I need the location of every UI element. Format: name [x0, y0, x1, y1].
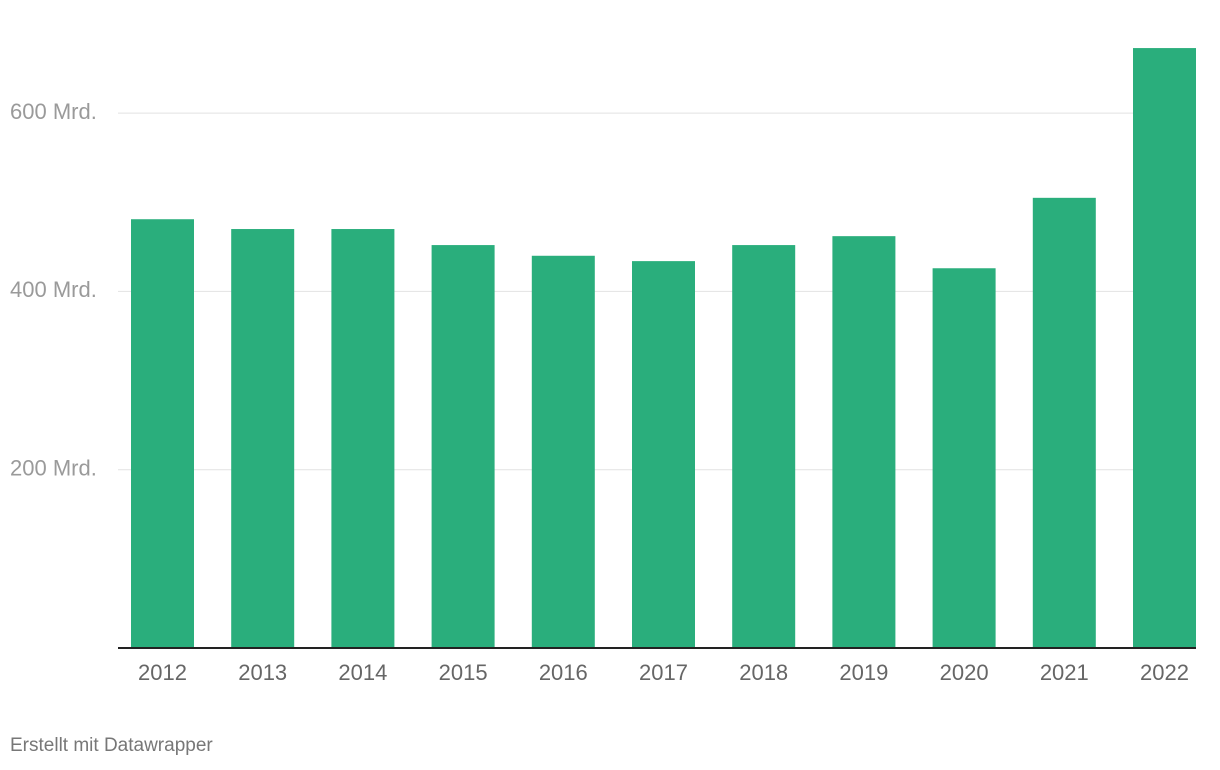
bar — [231, 229, 295, 648]
x-tick-label: 2019 — [839, 660, 888, 685]
x-tick-label: 2014 — [338, 660, 387, 685]
x-tick-label: 2018 — [739, 660, 788, 685]
x-tick-label: 2022 — [1140, 660, 1189, 685]
bar — [531, 255, 595, 648]
x-tick-label: 2020 — [940, 660, 989, 685]
x-tick-label: 2012 — [138, 660, 187, 685]
bar — [131, 219, 194, 649]
bar — [732, 245, 796, 648]
bar — [331, 229, 395, 648]
bar — [1032, 197, 1096, 649]
y-tick-label: 400 Mrd. — [10, 277, 97, 302]
bar — [632, 261, 695, 648]
bar — [431, 245, 495, 648]
x-tick-label: 2015 — [439, 660, 488, 685]
bar — [832, 236, 896, 648]
x-tick-label: 2016 — [539, 660, 588, 685]
y-tick-label: 600 Mrd. — [10, 99, 97, 124]
bar — [1133, 48, 1196, 648]
x-tick-label: 2021 — [1040, 660, 1089, 685]
x-tick-label: 2017 — [639, 660, 688, 685]
bar — [932, 268, 996, 648]
y-tick-label: 200 Mrd. — [10, 456, 97, 481]
x-tick-label: 2013 — [238, 660, 287, 685]
footer: Erstellt mit Datawrapper — [10, 735, 213, 756]
